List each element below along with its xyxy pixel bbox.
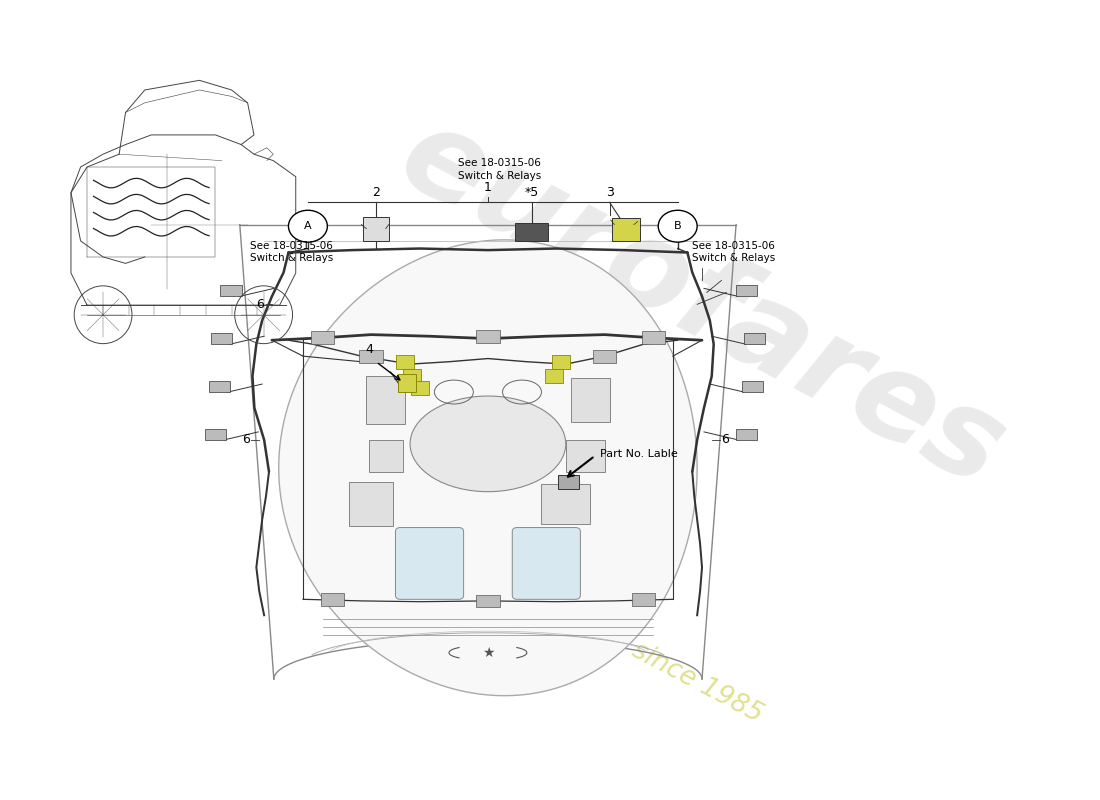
Bar [571,378,609,422]
Bar [736,429,758,440]
Bar [736,285,758,296]
Circle shape [658,210,697,242]
Bar [552,354,570,369]
Bar [593,350,616,362]
Bar [205,429,227,440]
Text: *5: *5 [525,186,539,199]
Text: A: A [304,222,311,231]
Bar [311,331,334,344]
Bar [558,475,580,490]
Text: See 18-0315-06
Switch & Relays: See 18-0315-06 Switch & Relays [692,241,775,263]
Text: a passion for parts since 1985: a passion for parts since 1985 [404,518,767,728]
Text: 3: 3 [606,186,614,199]
Bar [565,440,605,472]
Bar [220,285,242,296]
Bar [368,440,403,472]
Ellipse shape [410,396,565,492]
Bar [320,593,344,606]
Bar [350,482,393,526]
Text: eurofares: eurofares [381,97,1023,512]
Bar [546,369,563,383]
FancyBboxPatch shape [613,218,640,241]
Bar [632,593,656,606]
Bar [476,330,499,342]
Bar [515,223,548,241]
Bar [541,484,590,523]
Bar [209,381,230,392]
Text: B: B [674,222,682,231]
Text: 6: 6 [722,434,729,446]
Polygon shape [278,240,697,696]
Text: 6: 6 [256,298,264,311]
Text: ★: ★ [482,646,494,660]
Text: 4: 4 [365,343,373,356]
Text: 6: 6 [242,434,250,446]
Text: See 18-0315-06
Switch & Relays: See 18-0315-06 Switch & Relays [458,158,541,181]
FancyBboxPatch shape [513,527,581,599]
Bar [366,376,405,424]
Circle shape [288,210,328,242]
Text: See 18-0315-06
Switch & Relays: See 18-0315-06 Switch & Relays [250,241,333,263]
Bar [641,331,666,344]
Bar [744,333,766,344]
Text: 1: 1 [484,182,492,194]
Bar [411,381,429,395]
Bar [476,594,499,607]
Bar [404,369,421,383]
Bar [741,381,763,392]
Bar [210,333,232,344]
FancyBboxPatch shape [396,527,463,599]
Bar [396,354,414,369]
Text: 2: 2 [372,186,379,199]
Text: Part No. Lable: Part No. Lable [600,450,678,459]
Bar [398,374,416,392]
Bar [360,350,383,362]
FancyBboxPatch shape [363,217,388,241]
